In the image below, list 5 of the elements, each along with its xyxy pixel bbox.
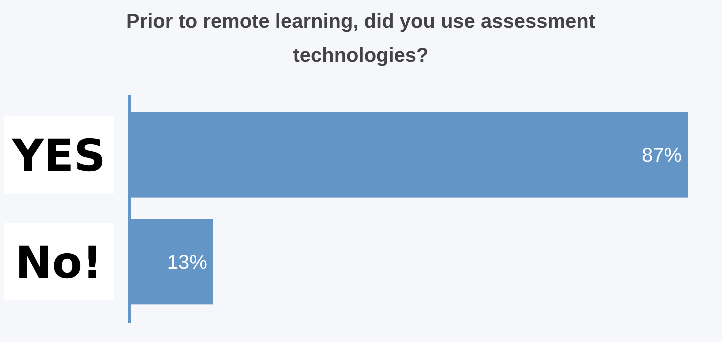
chart-title: Prior to remote learning, did you use assessment technologies?	[126, 11, 596, 67]
data-label: 87%	[642, 145, 682, 168]
y-tick-label: No!	[15, 238, 103, 289]
data-label: 13%	[167, 252, 208, 274]
y-tick-label: YES	[11, 130, 106, 182]
